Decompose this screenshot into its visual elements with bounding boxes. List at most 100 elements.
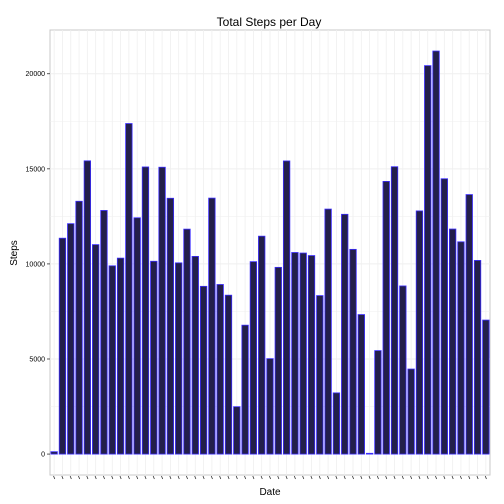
chart-title: Total Steps per Day [217, 15, 322, 29]
bar [307, 255, 316, 455]
x-tick [410, 475, 413, 480]
bar [199, 285, 208, 455]
bar [324, 208, 332, 455]
x-tick [310, 475, 313, 480]
bar [108, 265, 116, 455]
x-tick [244, 475, 247, 480]
x-tick [61, 475, 64, 480]
bar [473, 260, 482, 455]
x-tick [194, 475, 197, 480]
x-tick [235, 475, 238, 480]
x-tick [111, 475, 114, 480]
bar [374, 350, 382, 455]
bar [415, 210, 424, 455]
bar [241, 324, 249, 455]
bar [266, 358, 274, 455]
x-tick [360, 475, 363, 480]
bar [274, 266, 282, 455]
x-tick [186, 475, 188, 480]
bar [282, 160, 291, 455]
bar [191, 255, 199, 455]
x-tick [484, 475, 487, 480]
x-tick [376, 475, 379, 480]
bar [116, 257, 125, 455]
x-tick [335, 475, 338, 480]
bar [216, 284, 224, 455]
x-tick [343, 475, 346, 480]
bar [457, 241, 465, 455]
bar [141, 166, 150, 455]
x-tick [152, 475, 155, 480]
x-tick [78, 475, 81, 480]
x-tick [318, 475, 321, 480]
y-tick-label: 10000 [26, 261, 46, 268]
bar [258, 235, 266, 455]
bar [150, 260, 158, 455]
x-tick [285, 475, 288, 480]
x-tick [169, 475, 172, 480]
bar [357, 314, 365, 455]
x-tick [269, 475, 271, 480]
bar [349, 248, 357, 455]
x-tick [327, 475, 330, 480]
bar [440, 178, 448, 455]
x-tick [401, 475, 404, 480]
x-tick [451, 475, 454, 480]
bar [291, 252, 299, 455]
bar [67, 223, 75, 455]
bar [158, 166, 166, 455]
bar [50, 451, 58, 455]
x-tick [252, 475, 255, 480]
x-tick [260, 475, 263, 480]
x-tick [302, 475, 305, 480]
y-axis-label: Steps [9, 240, 20, 266]
bar [249, 261, 258, 455]
y-axis: 0 5000 10000 15000 20000 [26, 71, 50, 459]
x-axis-label: Date [259, 487, 281, 498]
x-tick [69, 475, 72, 480]
bar [125, 123, 133, 455]
y-tick-label: 0 [41, 452, 45, 459]
bar [390, 166, 399, 455]
bar [183, 228, 191, 455]
x-tick [202, 475, 205, 480]
x-tick [435, 475, 438, 480]
bar [465, 194, 473, 455]
bar [299, 252, 307, 455]
bar [424, 65, 432, 455]
bar [316, 295, 324, 455]
x-tick [219, 475, 222, 480]
x-tick [161, 475, 164, 480]
bar [208, 197, 216, 455]
bar [448, 228, 457, 455]
bar [100, 210, 108, 455]
x-tick [459, 475, 462, 480]
bar [341, 213, 349, 455]
bar [92, 244, 100, 455]
x-tick [368, 475, 371, 480]
x-axis [53, 475, 487, 480]
x-tick [385, 475, 388, 480]
bar [482, 319, 490, 455]
x-tick [227, 475, 230, 480]
bar [58, 237, 67, 455]
x-tick [136, 475, 139, 480]
x-tick [210, 475, 213, 480]
x-tick [86, 475, 89, 480]
x-tick [418, 475, 421, 480]
bar [166, 197, 175, 455]
bar [133, 217, 141, 455]
x-tick [476, 475, 479, 480]
bar [382, 180, 390, 455]
x-tick [468, 475, 471, 480]
y-tick-label: 20000 [26, 71, 46, 78]
x-tick [144, 475, 147, 480]
x-tick [393, 475, 396, 480]
bars-group [50, 50, 490, 455]
x-tick [177, 475, 180, 480]
bar [233, 406, 241, 455]
bar [365, 452, 374, 455]
bar [75, 200, 83, 455]
x-tick [277, 475, 280, 480]
